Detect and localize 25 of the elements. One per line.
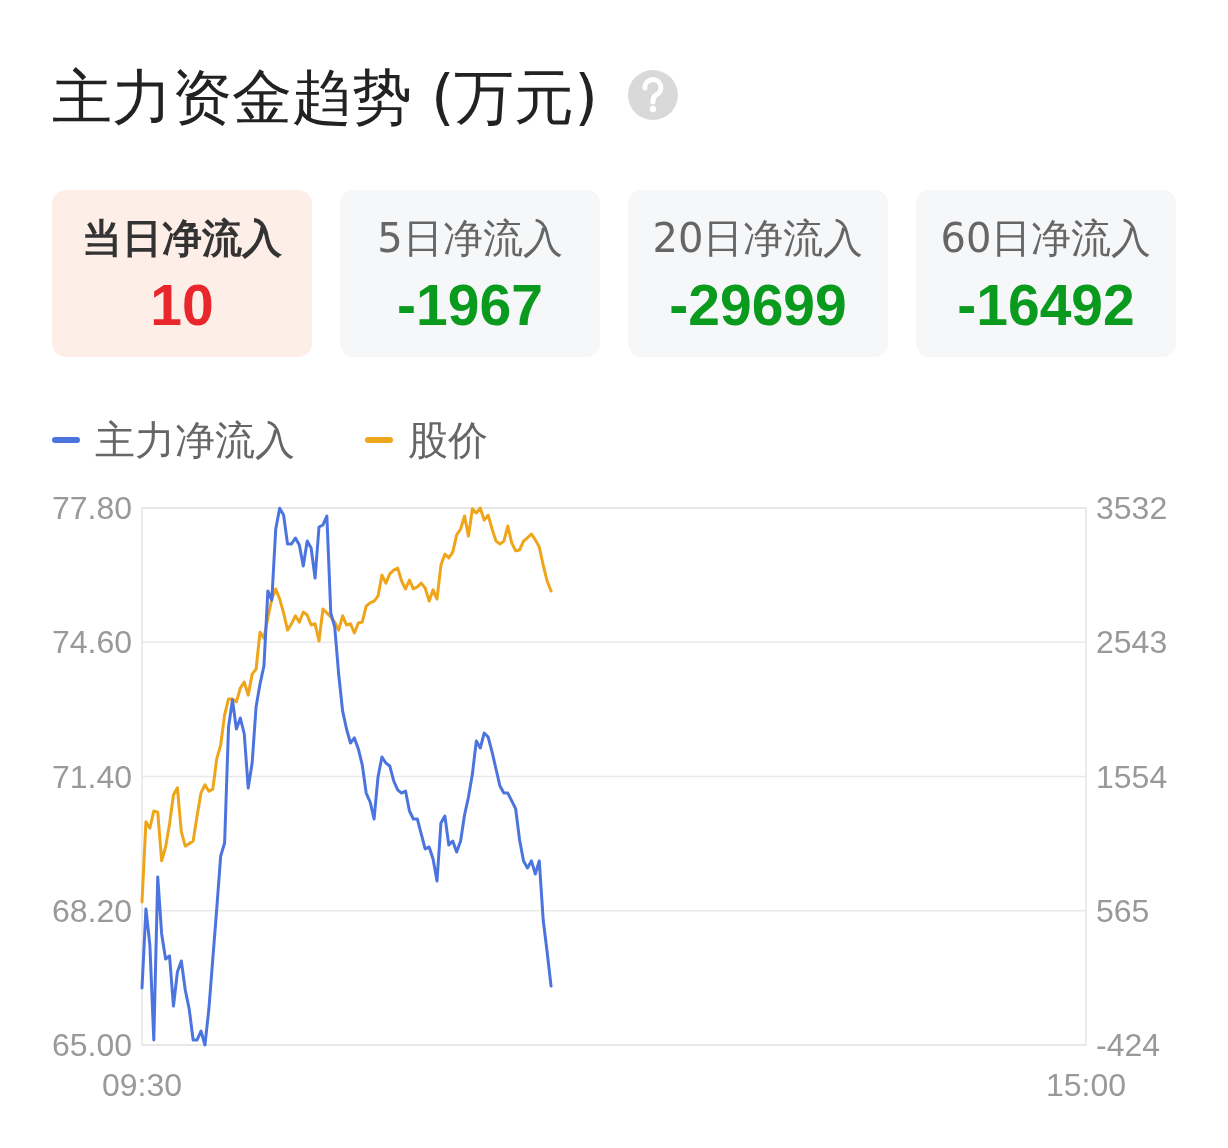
data-label: -29699 xyxy=(669,273,847,337)
data-label: -1967 xyxy=(397,273,543,337)
legend-label: 股价 xyxy=(408,417,488,463)
y-tick-label: 74.60 xyxy=(51,624,132,661)
y-tick-label: 68.20 xyxy=(51,892,132,929)
category-label: 5日净流入 xyxy=(377,215,563,261)
legend-label: 主力净流入 xyxy=(95,417,295,463)
text: 主力资金趋势 (万元) xyxy=(52,62,598,132)
y2-tick-label: 565 xyxy=(1096,892,1150,929)
category-label: 20日净流入 xyxy=(652,215,864,261)
x-tick-label: 15:00 xyxy=(1045,1067,1127,1103)
y2-tick-label: 1554 xyxy=(1096,758,1168,795)
data-label: -16492 xyxy=(957,273,1135,337)
data-label: 10 xyxy=(150,273,214,337)
y2-tick-label: 3532 xyxy=(1096,490,1168,526)
y-tick-label: 77.80 xyxy=(51,490,132,526)
category-label: 60日净流入 xyxy=(940,215,1152,261)
y2-tick-label: 2543 xyxy=(1096,624,1168,661)
line-series xyxy=(140,506,553,904)
y2-tick-label: -424 xyxy=(1096,1027,1161,1063)
x-tick-label: 09:30 xyxy=(101,1067,183,1103)
category-label: 当日净流入 xyxy=(82,215,283,261)
y-tick-label: 71.40 xyxy=(51,758,132,795)
y-tick-label: 65.00 xyxy=(51,1027,132,1063)
line-series xyxy=(140,506,553,1047)
